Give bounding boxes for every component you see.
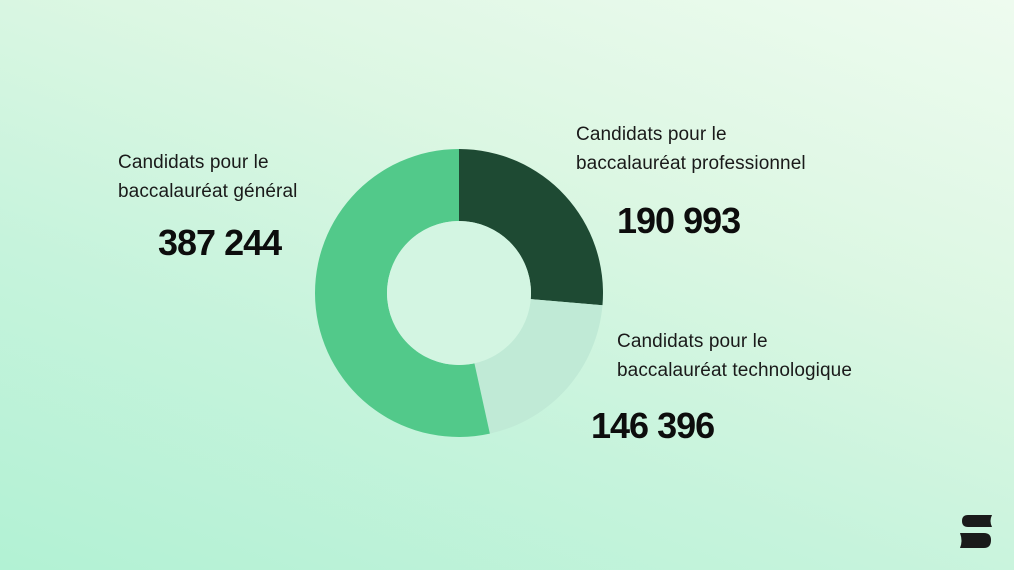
value-technologique: 146 396 [591,405,715,446]
label-professionnel-line1: Candidats pour le [576,124,727,145]
label-general: Candidats pour le baccalauréat général [118,148,297,206]
label-technologique-line2: baccalauréat technologique [617,360,852,381]
label-general-line1: Candidats pour le [118,152,269,173]
brand-s-icon [960,515,992,548]
label-technologique-line1: Candidats pour le [617,331,768,352]
slice-technologique [474,299,603,434]
label-professionnel: Candidats pour le baccalauréat professio… [576,120,806,178]
label-technologique: Candidats pour le baccalauréat technolog… [617,327,852,385]
value-general: 387 244 [158,222,282,263]
donut-hole [387,221,531,365]
slice-general [315,149,490,437]
value-professionnel: 190 993 [617,200,741,241]
label-professionnel-line2: baccalauréat professionnel [576,153,806,174]
slice-professionnel [459,149,603,306]
label-general-line2: baccalauréat général [118,181,298,202]
